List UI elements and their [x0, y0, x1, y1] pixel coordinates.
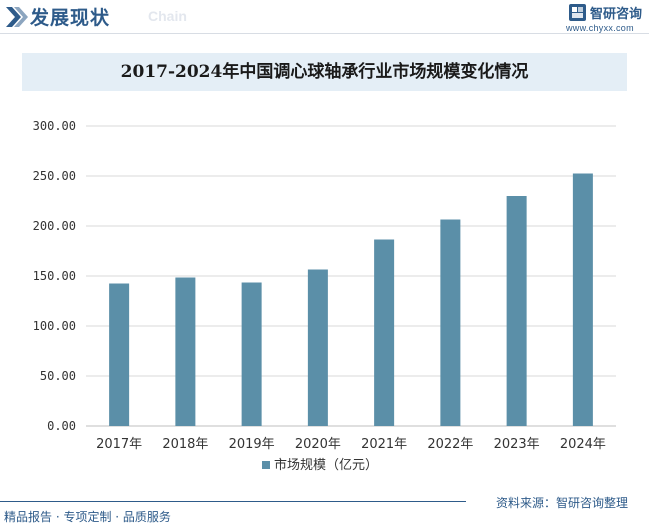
data-source: 资料来源：智研咨询整理	[496, 496, 629, 510]
brand-name: 智研咨询	[590, 7, 643, 22]
x-tick-label: 2024年	[560, 437, 606, 452]
x-tick-label: 2021年	[361, 437, 407, 452]
header-divider	[0, 33, 649, 34]
legend-label: 市场规模（亿元）	[274, 457, 378, 473]
chart-title-box: 2017-2024年中国调心球轴承行业市场规模变化情况	[22, 53, 627, 91]
y-tick-label: 300.00	[33, 119, 76, 133]
footer-slogan: 精品报告 · 专项定制 · 品质服务	[4, 510, 171, 524]
legend-swatch	[262, 461, 270, 469]
bar	[307, 269, 328, 426]
footer-divider	[0, 501, 466, 502]
chart-title: 2017-2024年中国调心球轴承行业市场规模变化情况	[120, 62, 529, 82]
brand-url: www.chyxx.com	[566, 23, 634, 33]
x-tick-label: 2020年	[295, 437, 341, 452]
page-header: 发展现状 Chain 智研咨询 www.chyxx.com	[0, 0, 649, 34]
x-tick-label: 2017年	[96, 437, 142, 452]
brand-logo-icon	[569, 4, 586, 21]
bar	[109, 283, 130, 426]
section-title: 发展现状	[30, 7, 111, 29]
y-tick-label: 250.00	[33, 169, 76, 183]
bar	[440, 219, 461, 426]
y-tick-label: 150.00	[33, 269, 76, 283]
chart-axis-labels: 0.00 50.00 100.00 150.00 200.00 250.00 300.00 2…	[33, 119, 606, 452]
x-tick-label: 2019年	[229, 437, 275, 452]
section-subtitle: Chain	[148, 8, 187, 24]
y-tick-label: 100.00	[33, 319, 76, 333]
bar	[374, 239, 395, 426]
y-tick-label: 200.00	[33, 219, 76, 233]
chart-bars	[109, 173, 593, 426]
bar	[241, 282, 262, 426]
chart-grid	[86, 125, 616, 427]
y-tick-label: 0.00	[47, 419, 76, 433]
x-tick-label: 2022年	[427, 437, 473, 452]
chart-legend: 市场规模（亿元）	[262, 457, 378, 473]
bar	[175, 277, 196, 426]
bar	[506, 196, 527, 426]
y-tick-label: 50.00	[40, 369, 76, 383]
bar	[572, 173, 593, 426]
x-tick-label: 2018年	[162, 437, 208, 452]
chevron-right-icon	[6, 7, 28, 27]
x-tick-label: 2023年	[494, 437, 540, 452]
